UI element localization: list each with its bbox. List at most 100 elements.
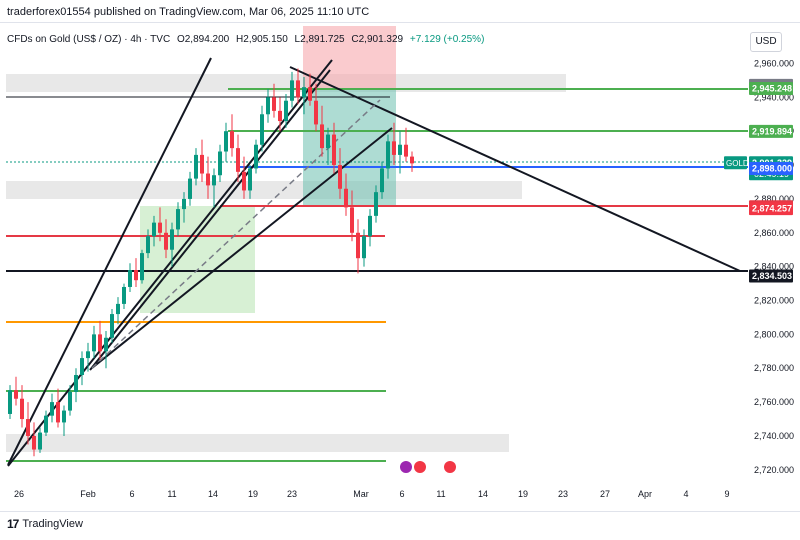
candle-body — [56, 402, 60, 423]
candle-body — [164, 232, 168, 250]
x-tick-label: 14 — [478, 489, 488, 499]
price-label: 2,919.894 — [752, 126, 792, 136]
event-us-flag-icon — [444, 461, 456, 473]
footer-brand: TradingView — [22, 518, 83, 530]
legend-low: 2,891.725 — [300, 34, 345, 45]
candle-body — [302, 87, 306, 98]
legend-open-key: O — [176, 34, 185, 45]
candle-body — [44, 415, 48, 433]
price-label: 2,834.503 — [752, 271, 792, 281]
candle-body — [260, 114, 264, 145]
candle-body — [152, 222, 156, 237]
candle-body — [386, 141, 390, 169]
y-tick-label: 2,860.000 — [754, 228, 794, 238]
resistance-zone — [6, 74, 566, 92]
candle-body — [290, 80, 294, 101]
candle-body — [212, 175, 216, 186]
symbol-tag: GOLD — [726, 159, 749, 168]
candle-body — [92, 334, 96, 352]
legend-high: 2,905.150 — [243, 34, 288, 45]
legend-open: 2,894.200 — [184, 34, 230, 45]
x-tick-label: Feb — [80, 489, 96, 499]
candle-body — [26, 419, 30, 436]
candle-body — [122, 286, 126, 304]
support-zone-mid — [6, 181, 522, 199]
y-tick-label: 2,760.000 — [754, 397, 794, 407]
x-tick-label: 11 — [167, 489, 176, 499]
candle-body — [404, 144, 408, 157]
candle-body — [20, 398, 24, 420]
price-label: 2,945.248 — [752, 83, 792, 93]
y-tick-label: 2,800.000 — [754, 329, 794, 339]
candle-body — [86, 351, 90, 359]
y-tick-label: 2,720.000 — [754, 465, 794, 475]
candle-body — [374, 192, 378, 216]
x-tick-label: 11 — [436, 489, 445, 499]
x-tick-label: 9 — [724, 489, 729, 499]
footer: 17 TradingView — [7, 517, 83, 531]
price-label-box — [749, 124, 793, 138]
candle-body — [14, 390, 18, 399]
x-tick-label: 6 — [129, 489, 134, 499]
x-tick-label: 23 — [558, 489, 568, 499]
currency-button[interactable]: USD — [750, 32, 782, 52]
candle-body — [230, 131, 234, 149]
candle-body — [134, 270, 138, 281]
candle-body — [218, 151, 222, 176]
candle-body — [50, 402, 54, 416]
candle-body — [140, 253, 144, 281]
legend-close: 2,901.329 — [358, 34, 404, 45]
candle-body — [32, 435, 36, 450]
candle-body — [326, 134, 330, 149]
candle-body — [314, 100, 318, 125]
y-tick-label: 2,960.000 — [754, 58, 794, 68]
candle-body — [200, 154, 204, 174]
candle-body — [242, 171, 246, 191]
tradingview-logo-icon: 17 — [7, 517, 19, 531]
x-tick-label: Apr — [638, 489, 652, 499]
legend-high-key: H — [236, 34, 244, 45]
support-zone-low — [6, 434, 509, 452]
candle-body — [128, 270, 132, 287]
event-flash-icon — [400, 461, 412, 473]
candle-body — [224, 131, 228, 152]
candle-body — [80, 358, 84, 376]
candle-body — [68, 391, 72, 411]
candle-body — [398, 144, 402, 155]
candle-body — [392, 141, 396, 155]
symbol-tag-box — [724, 156, 747, 170]
channel-lower-line — [7, 59, 333, 467]
candle-body — [110, 314, 114, 338]
x-tick-label: 4 — [683, 489, 688, 499]
candle-body — [380, 168, 384, 193]
candle-body — [362, 236, 366, 259]
y-tick-label: 2,780.000 — [754, 363, 794, 373]
candle-body — [338, 165, 342, 189]
candle-body — [356, 232, 360, 259]
candle-body — [98, 334, 102, 352]
candle-body — [116, 303, 120, 315]
x-tick-label: 26 — [14, 489, 24, 499]
candle-body — [74, 375, 78, 392]
candle-body — [272, 97, 276, 111]
x-tick-label: 14 — [208, 489, 218, 499]
candle-body — [308, 87, 312, 101]
candle-body — [182, 198, 186, 210]
trend-line-support — [91, 127, 393, 369]
trend-line-inner — [89, 69, 331, 371]
dashed-projection-line — [91, 99, 381, 369]
candle-body — [368, 215, 372, 237]
candle-body — [296, 80, 300, 98]
candle-body — [158, 222, 162, 233]
descending-trend-line — [289, 66, 741, 272]
channel-upper-line — [7, 57, 212, 466]
candle-body — [170, 229, 174, 250]
candle-body — [410, 156, 414, 164]
candle-body — [254, 144, 258, 169]
x-tick-label: 19 — [518, 489, 528, 499]
candle-body — [206, 173, 210, 186]
y-tick-label: 2,820.000 — [754, 296, 794, 306]
candle-body — [248, 168, 252, 191]
candle-body — [194, 154, 198, 179]
